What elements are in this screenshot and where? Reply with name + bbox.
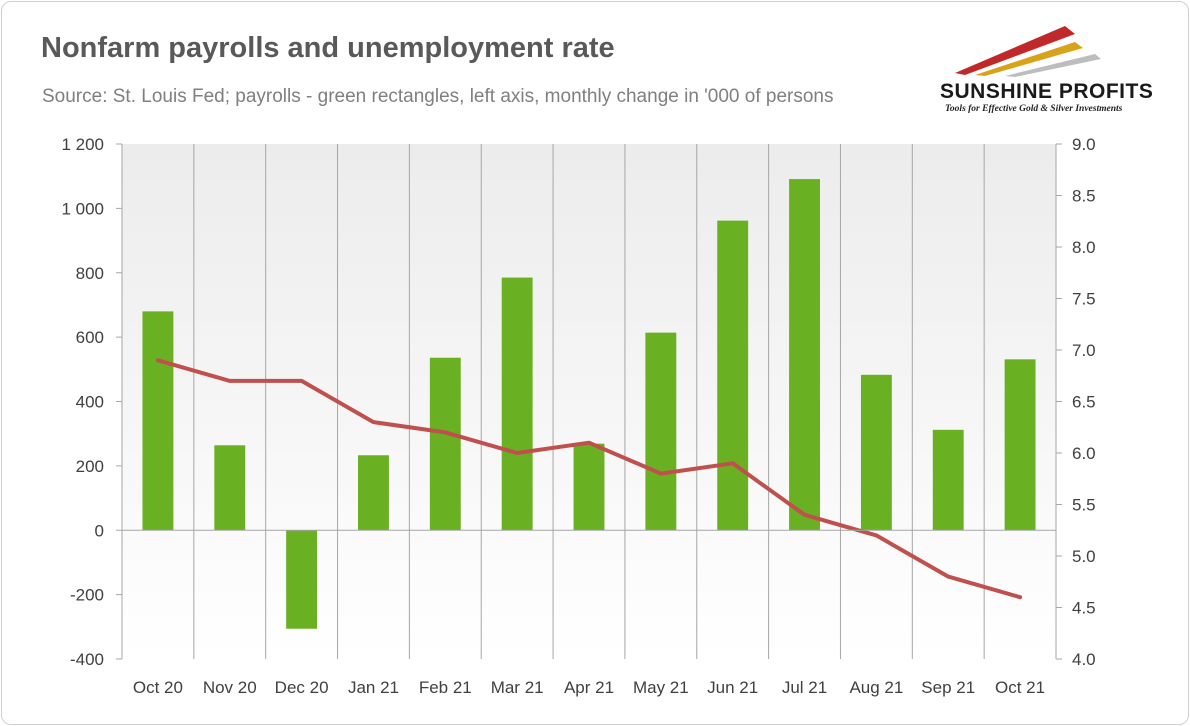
right-tick-label: 4.0 <box>1072 650 1096 669</box>
payroll-bar <box>573 443 605 531</box>
payroll-bar <box>860 374 892 531</box>
logo-name: SUNSHINE PROFITS <box>940 80 1154 103</box>
payroll-bar <box>1004 359 1036 531</box>
payroll-bar <box>142 311 174 531</box>
x-tick-label: Jul 21 <box>782 678 827 697</box>
x-tick-label: Mar 21 <box>491 678 544 697</box>
x-tick-label: Oct 20 <box>133 678 183 697</box>
plot-background <box>122 144 1056 659</box>
right-tick-label: 8.5 <box>1072 187 1096 206</box>
payroll-bar <box>429 357 461 531</box>
left-tick-label: 600 <box>76 328 104 347</box>
x-tick-label: Apr 21 <box>564 678 614 697</box>
x-tick-label: Sep 21 <box>921 678 975 697</box>
right-tick-label: 4.5 <box>1072 599 1096 618</box>
left-tick-label: 1 200 <box>61 135 104 154</box>
x-tick-label: Oct 21 <box>995 678 1045 697</box>
payroll-bar <box>358 455 389 531</box>
left-tick-label: 0 <box>95 521 104 540</box>
chart-title: Nonfarm payrolls and unemployment rate <box>41 32 615 64</box>
x-tick-label: Aug 21 <box>849 678 903 697</box>
unemployment-line <box>155 358 1023 600</box>
right-tick-label: 7.0 <box>1072 341 1096 360</box>
x-tick-label: Nov 20 <box>203 678 257 697</box>
bar-series <box>142 179 1036 629</box>
right-tick-label: 5.5 <box>1072 496 1096 515</box>
line-series <box>155 358 1023 600</box>
payroll-bar <box>789 179 820 531</box>
left-tick-label: 1 000 <box>61 199 104 218</box>
tick-labels: -400 -200 0 200 400 600 800 1 000 1 200 4.0 4.5 5.0… <box>61 135 1095 697</box>
payroll-bar <box>932 429 964 531</box>
axes <box>116 143 1062 660</box>
logo-swoosh-gold <box>975 42 1083 76</box>
left-tick-label: -200 <box>70 586 104 605</box>
chart-subtitle: Source: St. Louis Fed; payrolls - green … <box>42 86 834 107</box>
logo-swoosh-red <box>955 26 1075 75</box>
right-tick-label: 6.5 <box>1072 393 1096 412</box>
x-tick-label: Feb 21 <box>419 678 472 697</box>
x-tick-label: Jun 21 <box>707 678 758 697</box>
x-tick-label: May 21 <box>633 678 689 697</box>
sunshine-profits-logo <box>955 26 1101 77</box>
left-tick-label: 200 <box>76 457 104 476</box>
left-tick-label: -400 <box>70 650 104 669</box>
payroll-bar <box>717 220 749 531</box>
right-tick-label: 6.0 <box>1072 444 1096 463</box>
x-tick-label: Dec 20 <box>275 678 329 697</box>
right-tick-label: 9.0 <box>1072 135 1096 154</box>
payroll-bar <box>501 277 533 531</box>
left-tick-label: 800 <box>76 264 104 283</box>
x-tick-label: Jan 21 <box>348 678 399 697</box>
logo-swoosh-silver <box>1005 54 1101 77</box>
payroll-bar <box>286 530 318 629</box>
right-tick-label: 5.0 <box>1072 547 1096 566</box>
logo-tagline: Tools for Effective Gold & Silver Invest… <box>945 104 1123 114</box>
right-tick-label: 8.0 <box>1072 238 1096 257</box>
right-tick-label: 7.5 <box>1072 290 1096 309</box>
payroll-bar <box>645 332 677 531</box>
left-tick-label: 400 <box>76 393 104 412</box>
payroll-bar <box>214 445 246 531</box>
